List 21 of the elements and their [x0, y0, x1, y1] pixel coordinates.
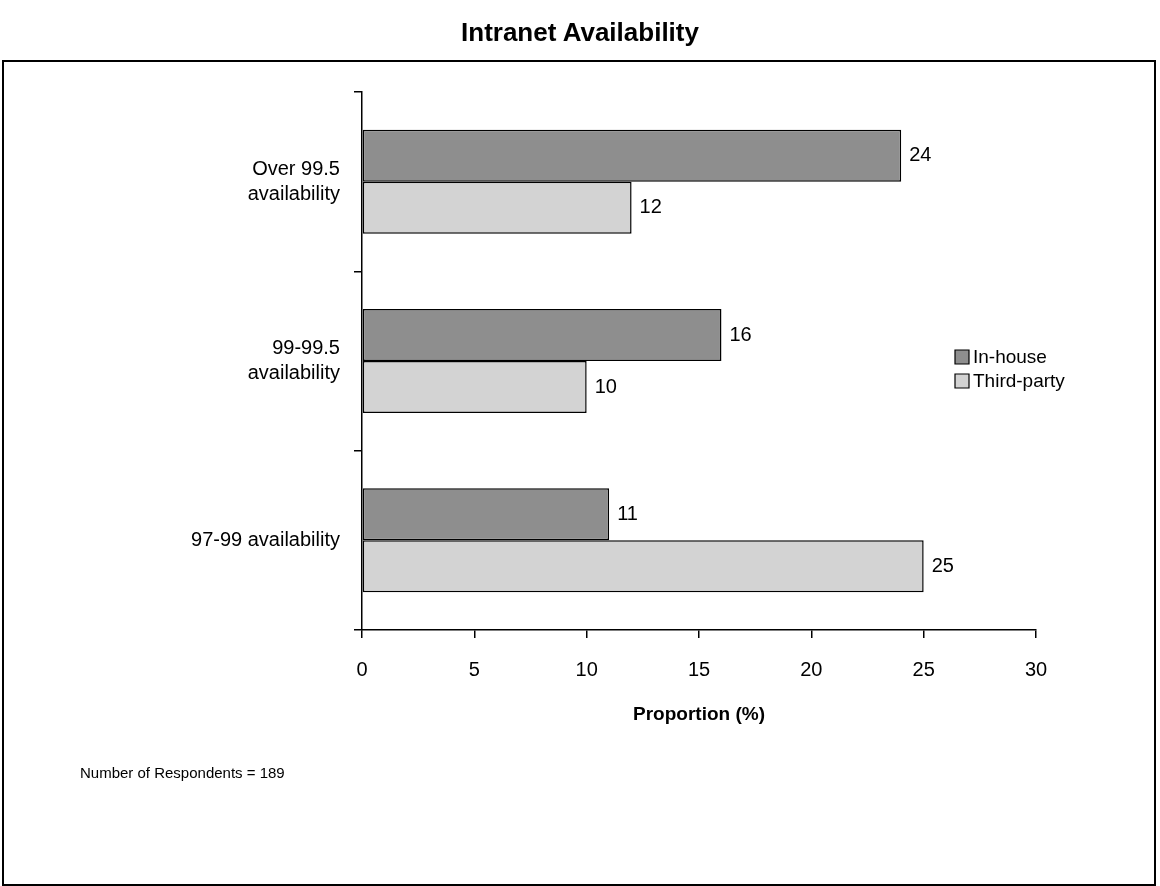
- data-label: 16: [729, 322, 752, 345]
- data-label: 10: [594, 374, 617, 397]
- data-label: 12: [639, 195, 662, 218]
- data-label: 25: [931, 553, 954, 576]
- x-tick-label: 20: [800, 657, 823, 680]
- text: Number of Respondents = 189: [80, 763, 285, 783]
- data-label: 24: [909, 143, 932, 166]
- legend-label: In-house: [973, 346, 1047, 368]
- x-tick-label: 10: [575, 657, 598, 680]
- y-tick-label: 97-99 availability: [191, 527, 340, 550]
- x-axis-title: Proportion (%): [633, 702, 765, 724]
- chart-title: Intranet Availability: [460, 16, 700, 48]
- x-tick-label: 25: [912, 657, 935, 680]
- legend-label: Third-party: [973, 370, 1066, 392]
- x-tick-label: 15: [687, 657, 711, 680]
- y-tick-label: 99-99.5 availability: [247, 336, 340, 384]
- x-tick-label: 0: [356, 657, 368, 680]
- x-tick-label: 5: [468, 657, 480, 680]
- data-label: 11: [617, 501, 638, 524]
- x-tick-label: 30: [1024, 657, 1048, 680]
- y-tick-label: Over 99.5 availability: [247, 156, 340, 204]
